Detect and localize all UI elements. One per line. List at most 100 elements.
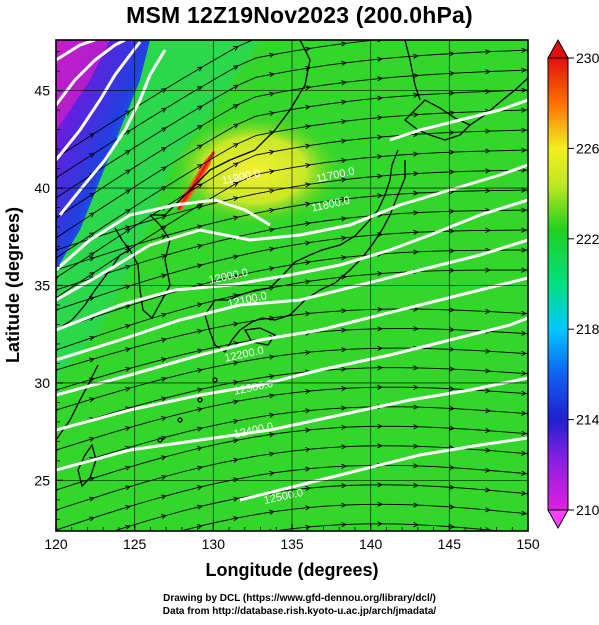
streamline-arrow	[521, 107, 528, 113]
streamline	[56, 40, 254, 159]
streamline-arrow	[197, 524, 203, 530]
streamline-arrow	[521, 410, 528, 416]
streamline-arrow	[449, 90, 456, 96]
colorbar-tick-label-210: 210	[576, 502, 599, 518]
streamline-arrow	[196, 164, 203, 170]
streamline-arrow	[377, 193, 384, 199]
streamline-arrow	[341, 444, 348, 450]
streamline-arrow	[521, 207, 528, 213]
streamline-arrow	[88, 256, 95, 262]
streamline-arrow	[269, 72, 276, 78]
streamline-arrow	[196, 144, 203, 150]
streamline-arrow	[125, 505, 132, 511]
streamline-arrow	[521, 8, 526, 12]
streamline-arrow	[413, 73, 420, 79]
streamline-arrow	[125, 366, 131, 372]
streamline-arrow	[485, 227, 492, 234]
streamline-arrow	[341, 196, 348, 202]
streamline-arrow	[449, 425, 456, 431]
streamline-arrow	[485, 267, 492, 273]
streamline-arrow	[485, 408, 492, 414]
x-tick-label-120: 120	[44, 536, 68, 552]
streamline-arrow	[377, 173, 384, 179]
streamline-arrow	[161, 376, 168, 382]
streamline-arrow	[269, 432, 276, 438]
streamline-arrow	[413, 384, 420, 391]
streamline-arrow	[233, 273, 240, 279]
y-tick-label-25: 25	[34, 472, 50, 488]
streamline-arrow	[197, 263, 204, 269]
streamline-arrow	[377, 115, 384, 121]
colorbar-tick-label-214: 214	[576, 412, 599, 428]
streamline-arrow	[521, 330, 528, 336]
streamline-arrow	[161, 396, 168, 402]
streamline-arrow	[197, 329, 204, 335]
streamline-arrow	[305, 201, 312, 207]
streamline-arrow	[377, 232, 384, 238]
streamline-arrow	[377, 345, 384, 351]
streamline-arrow	[521, 370, 528, 376]
streamline-arrow	[88, 516, 95, 522]
streamline-arrow	[377, 306, 384, 312]
streamline-arrow	[449, 12, 454, 16]
colorbar-bar	[547, 57, 569, 511]
streamline-arrow	[160, 127, 167, 133]
streamline-arrow	[124, 110, 131, 116]
streamline-arrow	[197, 204, 204, 210]
streamline-arrow	[269, 509, 276, 515]
streamline-arrow	[197, 446, 204, 452]
streamline-arrow	[233, 254, 240, 260]
streamline-arrow	[125, 347, 131, 353]
streamline-arrow	[521, 510, 528, 516]
streamline-arrow	[88, 212, 95, 218]
streamline-arrow	[449, 346, 456, 352]
streamline-arrow	[161, 435, 168, 441]
colorbar-tick-label-226: 226	[576, 140, 599, 156]
streamline-arrow	[521, 28, 526, 32]
y-axis-ticks: 25 30 35 40 45	[34, 51, 63, 520]
streamline-arrow	[413, 463, 420, 469]
streamline-arrow	[377, 521, 384, 527]
streamline-arrow	[124, 189, 131, 195]
streamline-arrow	[485, 507, 492, 513]
y-tick-label-30: 30	[34, 375, 50, 391]
streamline-arrow	[161, 455, 168, 461]
streamline-arrow	[269, 470, 276, 477]
streamline-arrow	[341, 177, 348, 183]
streamline-arrow	[88, 133, 95, 139]
streamline-arrow	[197, 407, 204, 413]
streamline-arrow	[53, 569, 58, 573]
streamline-arrow	[341, 424, 348, 430]
streamline-arrow	[124, 169, 131, 175]
streamline-arrow	[196, 183, 203, 189]
streamline-arrow	[125, 465, 131, 471]
streamline-arrow	[233, 399, 240, 405]
streamline-arrow	[377, 271, 384, 277]
streamline-arrow	[89, 557, 94, 561]
streamline-arrow	[341, 385, 348, 392]
streamline-arrow	[88, 496, 95, 502]
streamline-arrow	[305, 485, 312, 491]
streamline-arrow	[377, 18, 382, 22]
streamline-arrow	[56, 368, 59, 372]
streamline-arrow	[197, 224, 204, 230]
streamline-arrow	[341, 60, 348, 66]
streamline-arrow	[449, 465, 456, 471]
x-tick-label-150: 150	[516, 536, 540, 552]
streamline-arrow	[413, 15, 418, 19]
streamline-arrow	[413, 365, 420, 371]
streamline-arrow	[485, 49, 492, 55]
streamline-arrow	[269, 207, 276, 214]
streamline-arrow	[197, 465, 204, 471]
streamline-arrow	[124, 324, 131, 329]
streamline-arrow	[341, 138, 348, 144]
streamline-arrow	[449, 524, 456, 530]
streamline-arrow	[305, 85, 312, 91]
streamline-arrow	[413, 522, 420, 528]
streamline-arrow	[89, 577, 94, 581]
streamline-arrow	[449, 307, 456, 313]
streamline-arrow	[160, 146, 167, 152]
streamline-arrow	[341, 347, 348, 353]
streamline-arrow	[161, 312, 167, 318]
streamline-arrow	[124, 304, 131, 310]
